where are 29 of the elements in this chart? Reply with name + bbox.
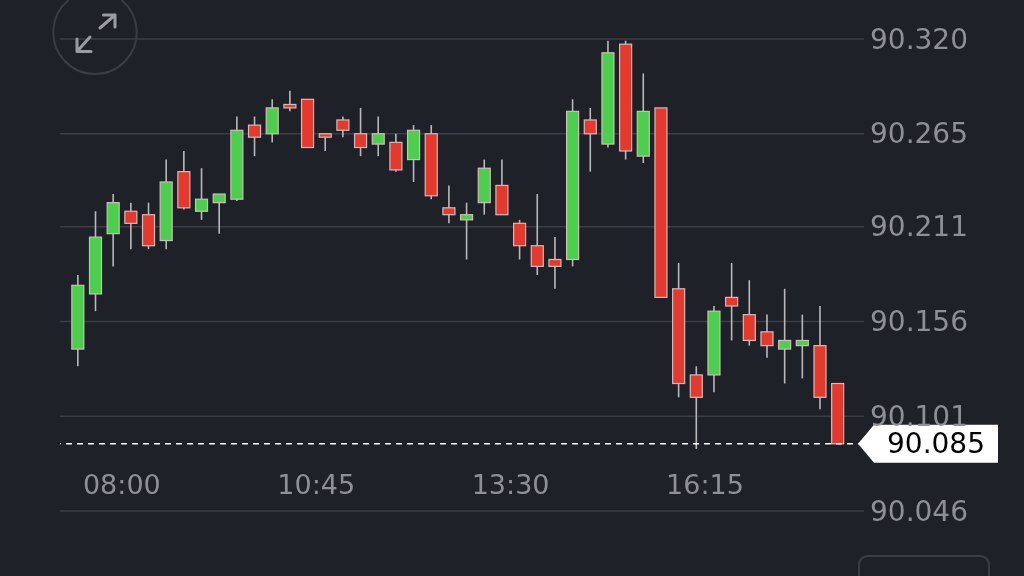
candlestick <box>247 115 262 157</box>
y-tick-label: 90.046 <box>870 494 968 528</box>
x-tick-label: 10:45 <box>277 468 356 500</box>
y-tick-label: 90.211 <box>870 210 968 244</box>
candlestick <box>583 107 597 173</box>
candlestick <box>548 236 562 290</box>
x-tick-label: 08:00 <box>82 468 161 500</box>
candlestick <box>442 184 456 225</box>
candlestick <box>459 201 474 261</box>
candlestick <box>725 262 739 342</box>
candlestick <box>336 115 350 138</box>
candlestick <box>318 132 332 152</box>
candlestick <box>194 167 209 221</box>
candlestick <box>760 313 774 359</box>
candlestick <box>371 115 385 157</box>
candlestick <box>212 193 226 235</box>
y-tick-label: 90.156 <box>870 305 968 339</box>
candlestick <box>512 219 527 261</box>
candlestick <box>689 365 703 450</box>
candlestick <box>124 201 138 250</box>
y-tick-label: 90.265 <box>870 117 968 151</box>
candlestick <box>795 313 809 380</box>
y-tick-label: 90.320 <box>870 22 968 56</box>
candlestick <box>283 89 297 113</box>
candlestick <box>530 193 544 276</box>
candlestick <box>353 107 368 157</box>
x-tick-label: 13:30 <box>471 468 550 500</box>
candlestick <box>778 287 792 385</box>
x-tick-label: 16:15 <box>666 468 744 500</box>
